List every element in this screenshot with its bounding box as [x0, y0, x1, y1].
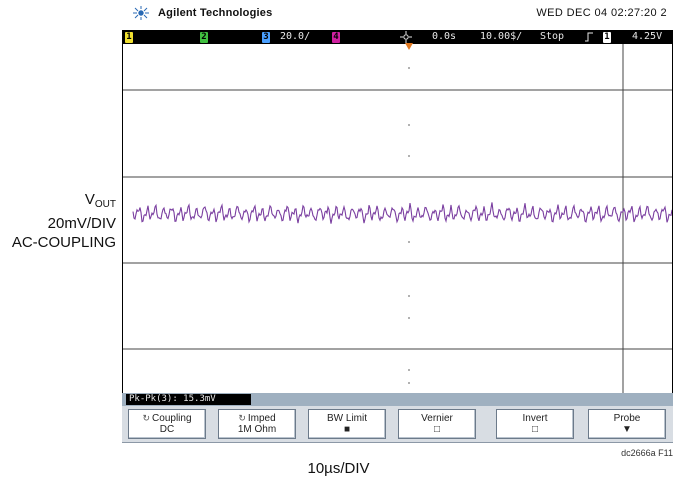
softkey-bar: ↻ Coupling DC ↻ Imped 1M Ohm BW Limit ■ Ve…: [122, 406, 673, 443]
invert-softkey[interactable]: Invert □: [496, 409, 574, 439]
vout-subscript: OUT: [94, 199, 116, 210]
channel-annotation: VOUT 20mV/DIV AC-COUPLING: [12, 190, 116, 252]
impedance-softkey[interactable]: ↻ Imped 1M Ohm: [218, 409, 296, 439]
pk-pk-measurement: Pk-Pk(3): 15.3mV: [126, 394, 251, 405]
bw-limit-softkey[interactable]: BW Limit ■: [308, 409, 386, 439]
date-time: WED DEC 04 02:27:20 2: [536, 7, 667, 19]
status-bar: 1 2 3 20.0/ 4 0.0s 10.00$/ Stop 1 4.25V: [122, 30, 673, 44]
waveform-trace: [132, 202, 672, 224]
arrow-down-icon: ▼: [622, 424, 632, 435]
channel-4-indicator[interactable]: 4: [332, 32, 340, 43]
time-delay: 0.0s: [432, 31, 457, 42]
trigger-level: 4.25V: [632, 31, 663, 42]
channel-3-indicator[interactable]: 3: [262, 32, 270, 43]
rotate-icon: ↻: [142, 413, 151, 423]
trigger-marker-icon: [405, 43, 413, 50]
brand-name: Agilent Technologies: [158, 7, 273, 19]
vernier-softkey[interactable]: Vernier □: [398, 409, 476, 439]
channel-3-scale: 20.0/: [280, 31, 311, 42]
acquisition-mode: Stop: [540, 31, 565, 42]
time-base: 10.00$/: [480, 31, 523, 42]
checkbox-checked-icon: ■: [343, 424, 351, 435]
figure-reference: dc2666a F11: [621, 448, 673, 458]
checkbox-unchecked-icon: □: [531, 424, 539, 435]
checkbox-unchecked-icon: □: [433, 424, 441, 435]
vout-label: V: [84, 191, 95, 208]
trigger-source-indicator: 1: [603, 32, 611, 43]
probe-softkey[interactable]: Probe ▼: [588, 409, 666, 439]
waveform-display: [122, 43, 673, 393]
trigger-position-icon: [400, 31, 412, 47]
channel-1-indicator[interactable]: 1: [125, 32, 133, 43]
coupling-softkey[interactable]: ↻ Coupling DC: [128, 409, 206, 439]
measurement-bar: Pk-Pk(3): 15.3mV: [122, 393, 673, 406]
coupling-label: AC-COUPLING: [11, 234, 116, 251]
rotate-icon: ↻: [238, 413, 246, 423]
trigger-slope-icon: [584, 31, 594, 47]
brand-bar: Agilent Technologies WED DEC 04 02:27:20…: [122, 0, 673, 27]
vertical-scale-label: 20mV/DIV: [47, 215, 116, 232]
graticule: [123, 44, 672, 393]
timebase-label: 10µs/DIV: [307, 460, 370, 477]
channel-2-indicator[interactable]: 2: [200, 32, 208, 43]
agilent-logo-icon: [133, 6, 149, 20]
